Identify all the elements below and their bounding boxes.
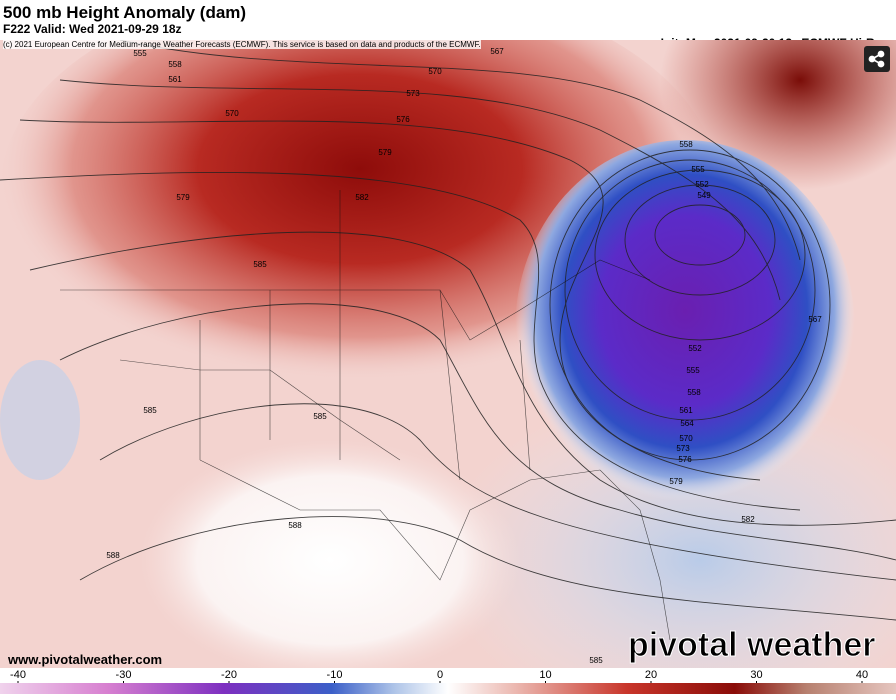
- borders: [60, 190, 671, 641]
- contour-label: 558: [687, 388, 701, 397]
- contour-label: 561: [679, 406, 693, 415]
- colorbar-tick-label: 10: [539, 669, 551, 681]
- contour-label: 585: [143, 406, 157, 415]
- contour-label: 558: [168, 60, 182, 69]
- contour-label: 585: [313, 412, 327, 421]
- contour-label: 579: [669, 477, 683, 486]
- contour-label: 555: [686, 366, 700, 375]
- contour-label: 576: [678, 455, 692, 464]
- colorbar-tick-label: 30: [750, 669, 762, 681]
- contour-label: 573: [406, 89, 420, 98]
- colorbar: -40 -30 -20 -10 0 10 20 30 40: [0, 669, 896, 694]
- contour-label: 567: [808, 315, 822, 324]
- colorbar-tick-label: 40: [856, 669, 868, 681]
- contour-label: 585: [253, 260, 267, 269]
- colorbar-tick-label: -20: [221, 669, 237, 681]
- title: 500 mb Height Anomaly (dam): [3, 3, 247, 22]
- colorbar-tick-label: 0: [437, 669, 443, 681]
- colorbar-tick-label: -40: [10, 669, 26, 681]
- valid-time: F222 Valid: Wed 2021-09-29 18z: [3, 22, 182, 36]
- url: www.pivotalweather.com: [7, 652, 162, 667]
- contour-label: 570: [225, 109, 239, 118]
- contour-label: 579: [176, 193, 190, 202]
- contour-label: 567: [490, 47, 504, 56]
- contour-label: 549: [697, 191, 711, 200]
- contour-label: 570: [679, 434, 693, 443]
- colorbar-tick-label: 20: [645, 669, 657, 681]
- contour-label: 573: [676, 444, 690, 453]
- contour-label: 579: [378, 148, 392, 157]
- contour-label: 588: [288, 521, 302, 530]
- contour-label: 555: [133, 49, 147, 58]
- share-icon: [868, 50, 885, 68]
- share-button[interactable]: [864, 46, 890, 72]
- colorbar-tick-label: -30: [116, 669, 132, 681]
- contour-label: 564: [680, 419, 694, 428]
- contour-label: 552: [688, 344, 702, 353]
- copyright: (c) 2021 European Centre for Medium-rang…: [3, 40, 481, 49]
- contour-label: 576: [396, 115, 410, 124]
- colorbar-gradient: [0, 683, 896, 694]
- contour-label: 585: [589, 656, 603, 665]
- height-contours: [0, 40, 896, 621]
- contour-label: 570: [428, 67, 442, 76]
- contour-label: 561: [168, 75, 182, 84]
- contour-label: 582: [741, 515, 755, 524]
- watermark: pivotal weather: [628, 626, 876, 664]
- contour-label: 555: [691, 165, 705, 174]
- contour-label: 582: [355, 193, 369, 202]
- contour-label: 552: [695, 180, 709, 189]
- contour-label: 588: [106, 551, 120, 560]
- contour-label: 558: [679, 140, 693, 149]
- colorbar-tick-label: -10: [327, 669, 343, 681]
